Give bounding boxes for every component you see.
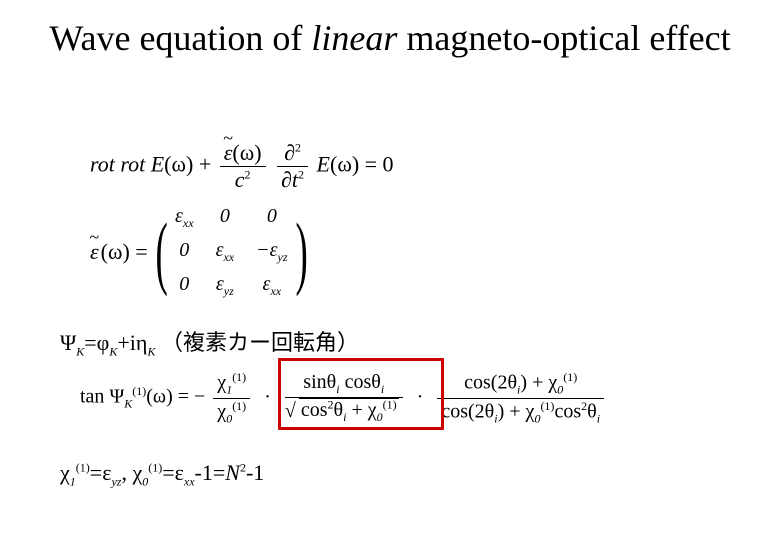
rot-operator: rot rot (90, 152, 145, 177)
title-pre: Wave equation of (49, 18, 311, 58)
frac-cos2theta: cos(2θi) + χ0(1) cos(2θi) + χ0(1)cos2θi (437, 370, 604, 426)
psi-definition-line: ΨK=φK+iηK （複素カー回転角） (60, 325, 359, 359)
title-italic: linear (311, 18, 397, 58)
E-field: E (151, 152, 164, 177)
psi-paren-note: （複素カー回転角） (161, 330, 359, 355)
chi-definition-line: χ1(1)=εyz, χ0(1)=εxx-1=N2-1 (60, 460, 264, 489)
wave-equation: rot rot E(ω) + ~ε(ω) c2 ∂2 ∂t2 E(ω) = 0 (90, 140, 394, 193)
omega-1: ω (172, 152, 186, 177)
matrix-grid: εxx 0 0 0 εxx −εyz 0 εyz εxx (175, 205, 287, 299)
highlight-box (278, 358, 444, 430)
plus-1: + (199, 152, 211, 177)
frac-eps-c2: ~ε(ω) c2 (220, 140, 266, 193)
frac-d2-dt2: ∂2 ∂t2 (277, 140, 308, 193)
frac-chi1-chi0: χ1(1) χ0(1) (213, 370, 250, 426)
slide-title: Wave equation of linear magneto-optical … (0, 0, 780, 59)
dielectric-tensor-matrix: ~ε(ω) = ( εxx 0 0 0 εxx −εyz 0 εyz εxx ) (90, 205, 315, 299)
equals-zero: = 0 (365, 152, 394, 177)
title-post: magneto-optical effect (397, 18, 730, 58)
